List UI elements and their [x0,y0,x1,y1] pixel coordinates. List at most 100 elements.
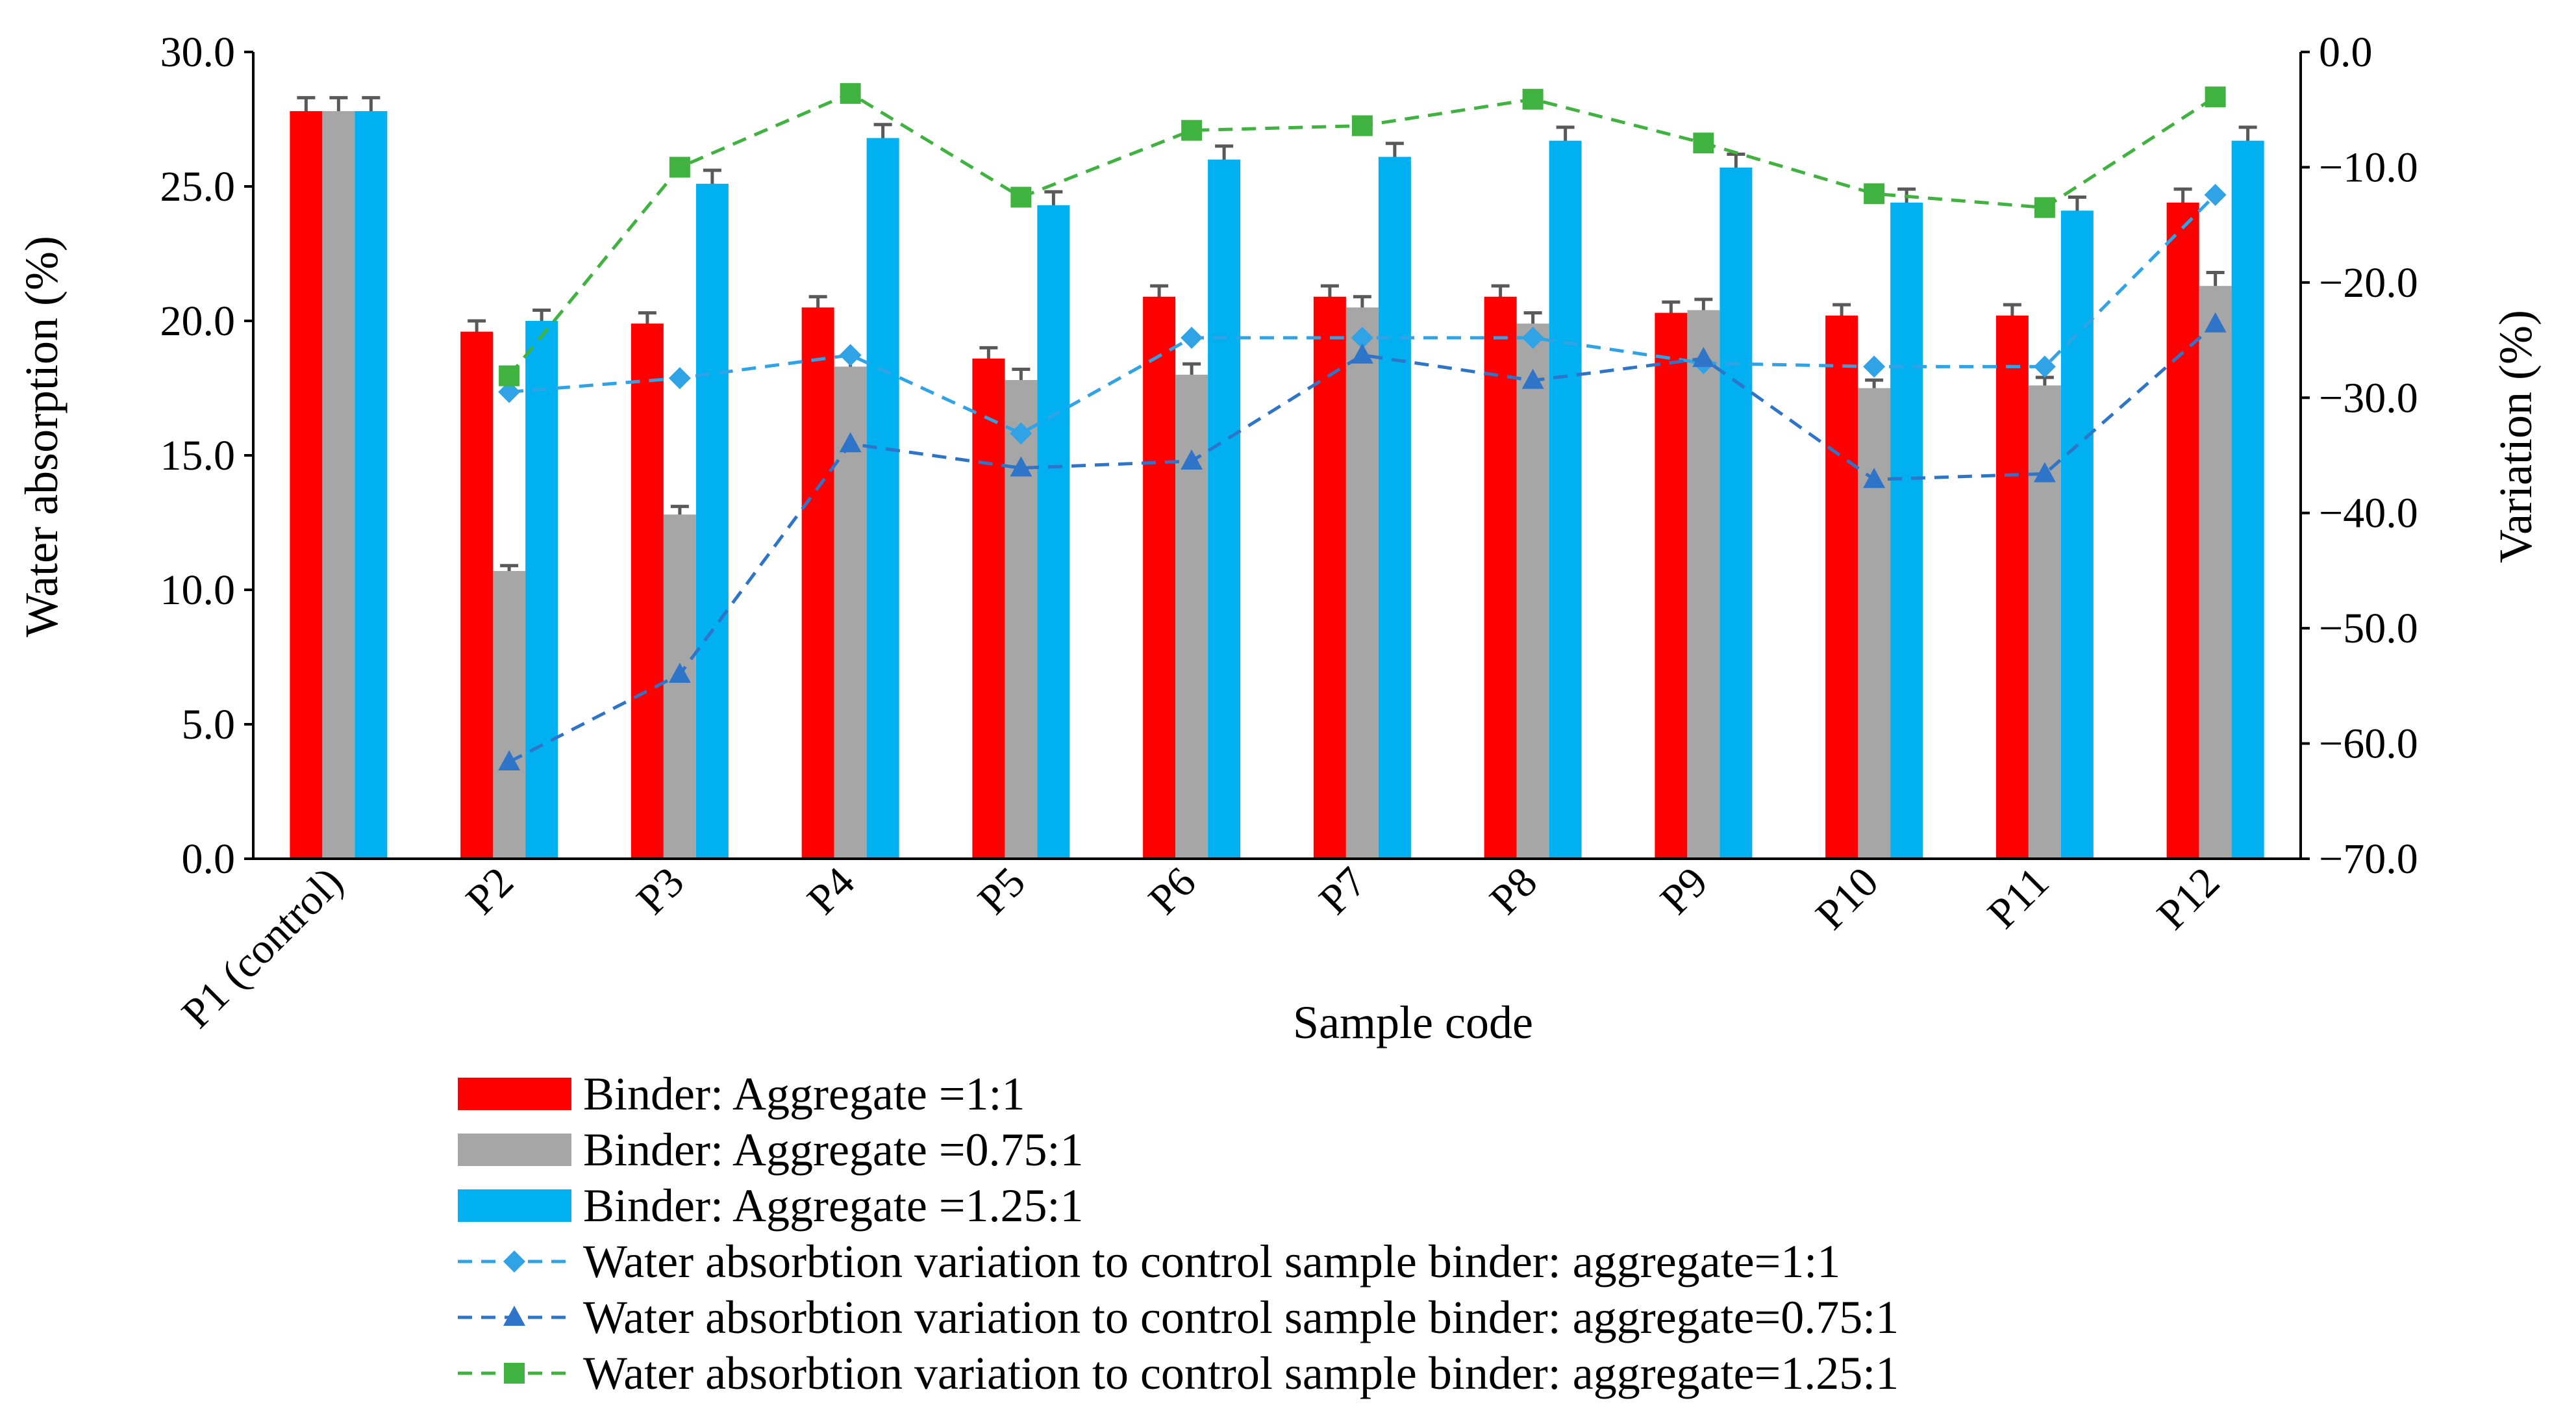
y-axis-label: Water absorption (%) [16,236,68,637]
bar-2-p9 [1719,168,1753,859]
bar-0-p9 [1655,312,1688,859]
y2-axis-label: Variation (%) [2490,310,2542,563]
bar-1-p6 [1175,374,1208,859]
bar-1-p7 [1345,307,1379,859]
variation-point-1-2 [668,663,691,683]
legend-swatch [458,1078,571,1110]
variation-point-1-3 [839,432,862,453]
bar-0-p10 [1825,315,1858,859]
bar-2-p8 [1549,140,1582,859]
bar-1-p2 [493,571,526,859]
y-tick-label: 5.0 [182,701,236,748]
bar-0-p8 [1484,296,1517,859]
variation-point-1-6 [1351,343,1373,364]
variation-point-0-3 [839,344,862,366]
bar-2-p7 [1378,157,1411,859]
legend-entry: Water absorbtion variation to control sa… [458,1347,1899,1399]
variation-point-2-9 [1864,183,1885,205]
bar-0-p2 [460,331,494,859]
bar-0-p12 [2166,202,2199,859]
variation-point-0-6 [1351,327,1373,349]
legend-marker [503,1306,525,1326]
variation-point-1-10 [2033,462,2056,483]
variation-point-1-1 [498,750,521,770]
bar-2-p2 [525,321,558,859]
y-tick-label: 25.0 [160,163,236,210]
bar-1-p3 [663,514,696,859]
bar-2-p4 [866,138,899,859]
variation-point-0-1 [498,381,521,403]
line-series [498,82,2227,770]
legend-entry: Binder: Aggregate =1:1 [458,1068,1025,1120]
bar-0-p6 [1143,296,1176,859]
y2-tick-label: −60.0 [2319,720,2418,768]
legend-label: Water absorbtion variation to control sa… [583,1347,1899,1399]
bar-2-p6 [1208,159,1241,859]
y-tick-label: 20.0 [160,298,236,345]
legend-label: Binder: Aggregate =1:1 [583,1068,1025,1120]
variation-point-1-5 [1181,449,1203,470]
legend-label: Water absorbtion variation to control sa… [583,1291,1899,1343]
variation-point-2-11 [2205,86,2226,108]
bar-2-p11 [2060,210,2094,859]
legend-label: Binder: Aggregate =1.25:1 [583,1180,1083,1232]
variation-point-1-4 [1010,456,1032,477]
variation-point-1-11 [2204,312,2227,333]
variation-point-0-10 [2033,355,2056,378]
bar-0-p7 [1313,296,1346,859]
bar-series [290,111,2264,859]
legend-entry: Binder: Aggregate =1.25:1 [458,1180,1083,1232]
variation-point-2-8 [1693,133,1714,154]
y-tick-label: 15.0 [160,432,236,479]
y2-tick-label: −20.0 [2319,259,2418,307]
variation-point-2-7 [1522,88,1544,110]
y-tick-label: 0.0 [182,835,236,883]
variation-point-1-7 [1521,368,1544,389]
variation-point-1-8 [1692,346,1715,367]
bar-2-p5 [1037,205,1070,859]
y2-tick-label: −10.0 [2319,144,2418,191]
variation-point-2-10 [2034,197,2055,218]
variation-line-1 [508,322,2217,764]
y2-tick-label: −50.0 [2319,605,2418,652]
bar-2-p12 [2231,140,2264,859]
y2-tick-label: 0.0 [2319,29,2373,76]
bar-1-p5 [1005,380,1038,859]
variation-point-0-5 [1181,327,1203,349]
bar-1-p9 [1687,310,1720,859]
variation-point-2-5 [1181,120,1203,141]
variation-point-0-4 [1010,422,1032,445]
legend-entry: Water absorbtion variation to control sa… [458,1291,1899,1343]
legend-marker [503,1250,525,1273]
y-tick-label: 30.0 [160,29,236,76]
bar-1-p12 [2199,286,2232,859]
y2-tick-label: −30.0 [2319,374,2418,422]
bar-2-p3 [695,183,729,859]
bar-0-p1-control- [290,111,323,859]
bar-0-p11 [1995,315,2029,859]
variation-point-2-4 [1010,186,1032,208]
variation-point-0-7 [1521,327,1544,349]
variation-point-2-6 [1351,115,1373,136]
bar-1-p1-control- [322,111,355,859]
legend-label: Binder: Aggregate =0.75:1 [583,1124,1083,1176]
y-tick-label: 10.0 [160,566,236,614]
bar-2-p1-control- [355,111,388,859]
legend-entry: Water absorbtion variation to control sa… [458,1236,1840,1287]
legend-swatch [458,1189,571,1222]
legend-swatch [458,1134,571,1166]
legend-marker [504,1363,525,1384]
variation-point-2-3 [840,82,861,104]
variation-point-0-11 [2204,184,2227,207]
bar-1-p10 [1858,388,1891,859]
bar-0-p4 [801,307,834,859]
bar-1-p11 [2028,385,2061,859]
bar-1-p8 [1516,323,1549,859]
variation-point-2-1 [499,365,520,387]
legend-entry: Binder: Aggregate =0.75:1 [458,1124,1083,1176]
legend-label: Water absorbtion variation to control sa… [583,1236,1840,1287]
